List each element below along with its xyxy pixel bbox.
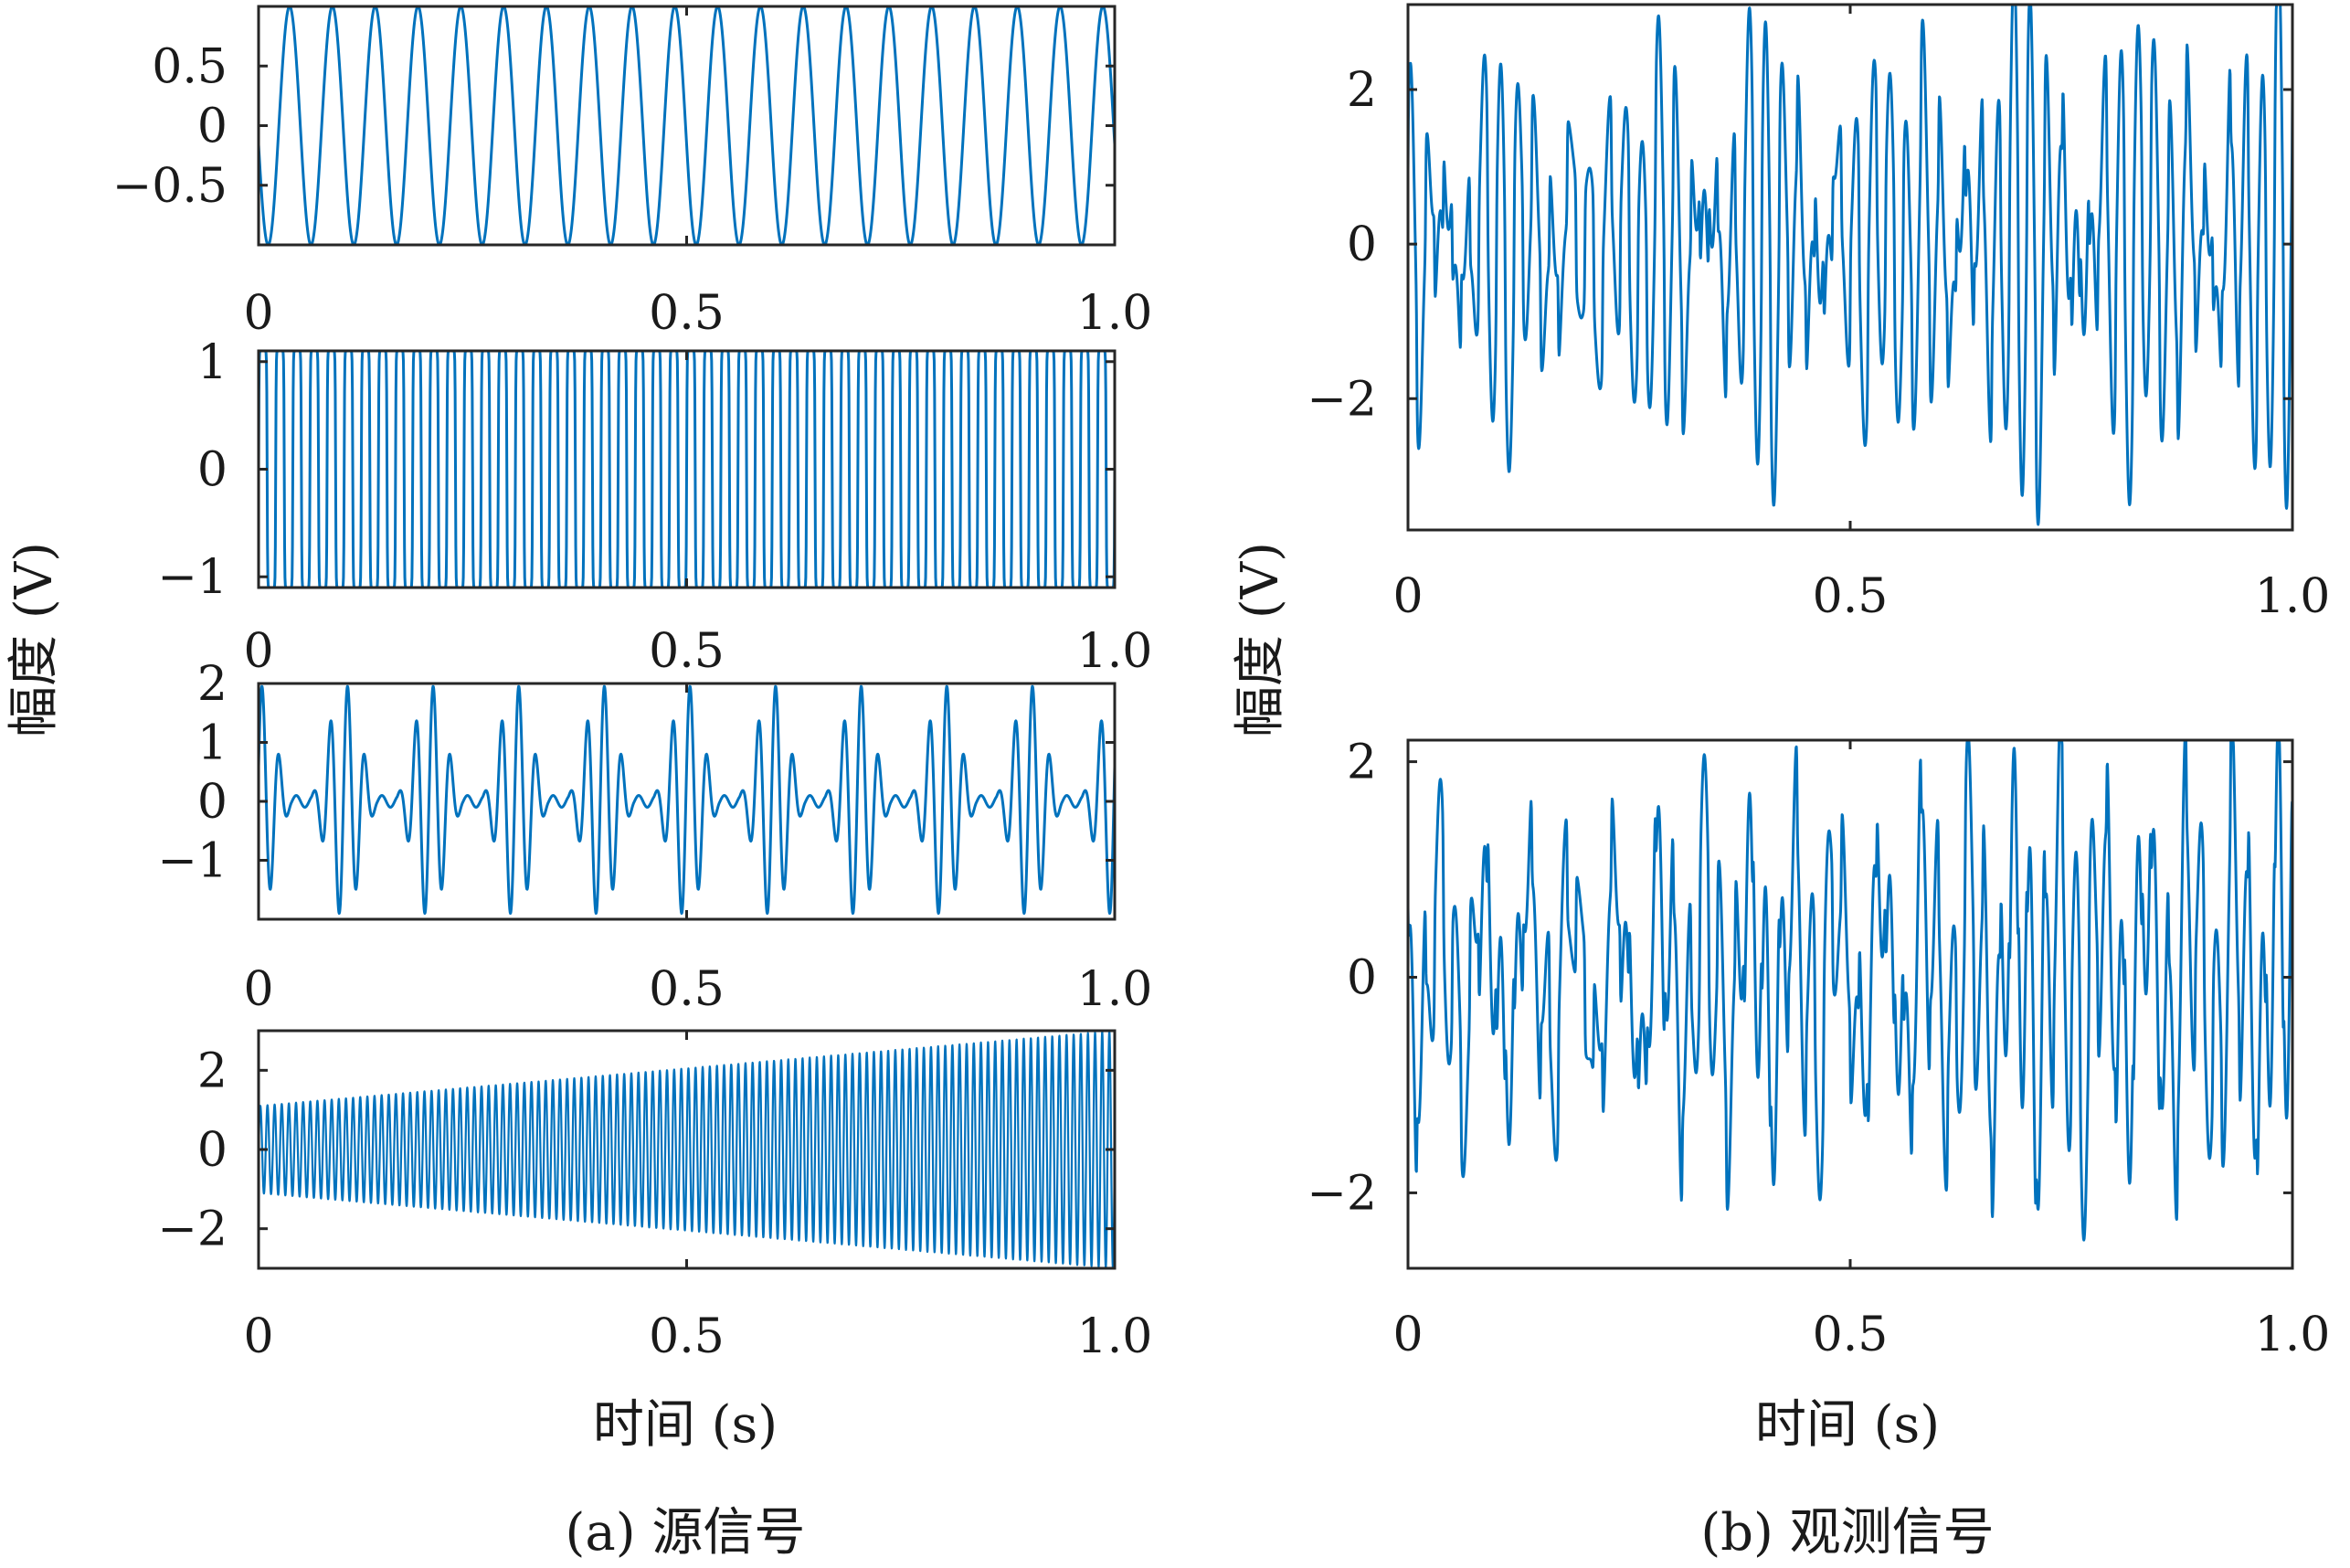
ytick-label-a3-1: 0 (197, 775, 228, 830)
series-line-a3-0 (259, 684, 1115, 916)
ytick-label-b1-0: −2 (1307, 372, 1377, 427)
ytick-label-a3-2: 1 (197, 716, 228, 771)
ytick-label-a4-0: −2 (157, 1202, 228, 1257)
series-line-b2-0 (1408, 740, 2292, 1242)
series-line-a4-0 (259, 1031, 1115, 1268)
ytick-label-a2-0: −1 (157, 550, 228, 605)
series-line-b1-0 (1408, 5, 2292, 526)
xtick-label-b1-2: 1.0 (2255, 569, 2331, 624)
xtick-label-a1-2: 1.0 (1077, 286, 1153, 341)
ytick-label-a1-1: 0 (197, 100, 228, 154)
xlabel-panel-a: 时间 (s) (593, 1395, 778, 1455)
ytick-label-a4-1: 0 (197, 1123, 228, 1178)
xtick-label-a2-0: 0 (243, 624, 273, 679)
ytick-label-a3-0: −1 (157, 834, 228, 889)
ylabel-panel-b: 幅度 (V) (1231, 542, 1290, 737)
ytick-label-a4-2: 2 (197, 1044, 228, 1098)
xtick-label-a3-1: 0.5 (649, 962, 725, 1017)
ytick-label-a1-0: −0.5 (112, 159, 228, 214)
ytick-label-a2-2: 1 (197, 335, 228, 390)
chart-b2: 0 0.5 1.0 −2 0 2 (1307, 736, 2330, 1362)
chart-b1: 0 0.5 1.0 −2 0 2 (1307, 3, 2331, 624)
ylabel-panel-a: 幅度 (V) (5, 542, 64, 737)
xtick-label-a4-1: 0.5 (649, 1309, 725, 1364)
ytick-label-b1-2: 2 (1347, 63, 1377, 118)
ytick-label-b1-1: 0 (1347, 217, 1377, 272)
ytick-label-a3-3: 2 (197, 657, 228, 712)
xtick-label-b1-0: 0 (1392, 569, 1423, 624)
chart-a2: 0 0.5 1.0 −1 0 1 (157, 335, 1152, 679)
xtick-label-b1-1: 0.5 (1813, 569, 1889, 624)
xtick-label-a4-2: 1.0 (1077, 1309, 1153, 1364)
caption-panel-b: (b) 观测信号 (1700, 1503, 1994, 1563)
ytick-label-b2-1: 0 (1347, 951, 1377, 1006)
ytick-label-a2-1: 0 (197, 443, 228, 498)
xtick-label-a4-0: 0 (243, 1309, 273, 1364)
xtick-label-a1-0: 0 (243, 286, 273, 341)
chart-a1: 0 0.5 1.0−0.500.5 (112, 5, 1153, 341)
series-line-a1-0 (259, 6, 1115, 245)
chart-a4: 0 0.5 1.0 −2 0 2 (157, 1029, 1153, 1364)
ytick-label-b2-0: −2 (1307, 1166, 1377, 1221)
xtick-label-a3-2: 1.0 (1077, 962, 1153, 1017)
xtick-label-b2-0: 0 (1392, 1308, 1423, 1362)
xtick-label-a3-0: 0 (243, 962, 273, 1017)
series-line-a2-0 (259, 351, 1115, 588)
xtick-label-a2-2: 1.0 (1077, 624, 1153, 679)
ytick-label-a1-2: 0.5 (152, 39, 228, 94)
xtick-label-b2-1: 0.5 (1813, 1308, 1889, 1362)
xtick-label-a1-1: 0.5 (649, 286, 725, 341)
xtick-label-b2-2: 1.0 (2255, 1308, 2331, 1362)
xtick-label-a2-1: 0.5 (649, 624, 725, 679)
caption-panel-a: (a) 源信号 (566, 1503, 806, 1563)
xlabel-panel-b: 时间 (s) (1755, 1395, 1940, 1455)
ytick-label-b2-2: 2 (1347, 736, 1377, 790)
